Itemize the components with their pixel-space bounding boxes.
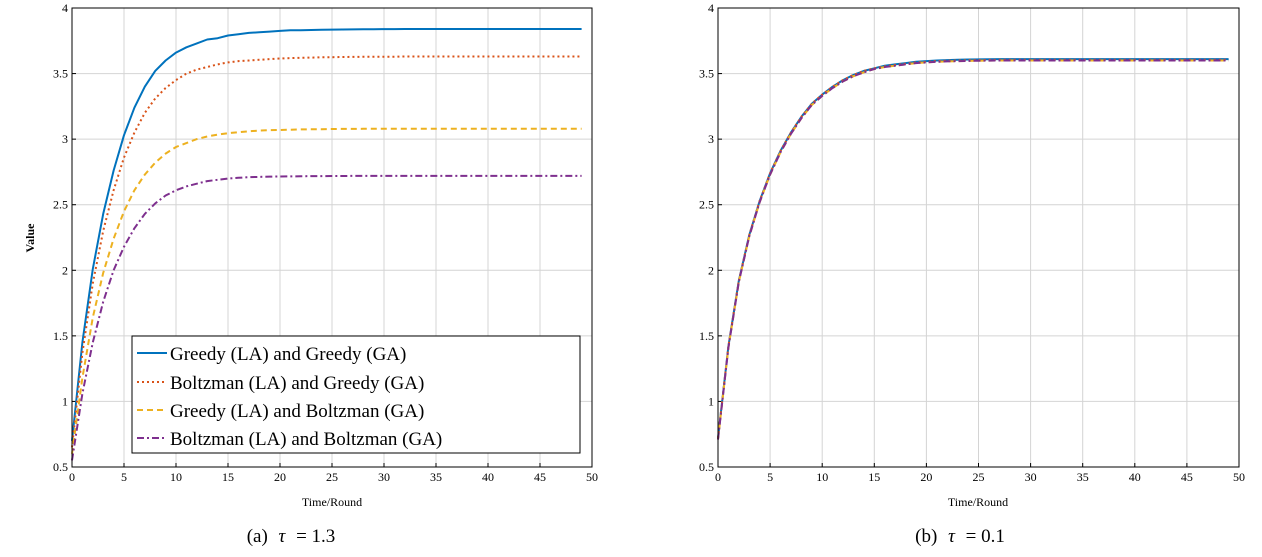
x-tick-label: 45	[534, 470, 546, 484]
series-line-4	[717, 59, 1229, 440]
legend-label: Greedy (LA) and Boltzman (GA)	[170, 401, 424, 422]
y-tick-labels: 0.5 1 1.5 2 2.5 3 3.5 4	[53, 1, 68, 474]
x-tick-label: 50	[1233, 470, 1245, 484]
gridlines	[717, 7, 1240, 468]
x-tick-label: 40	[482, 470, 494, 484]
caption-value: = 0.1	[966, 526, 1005, 547]
x-tick-label: 15	[868, 470, 880, 484]
series-line-4	[71, 174, 582, 461]
x-tick-label: 50	[586, 470, 598, 484]
x-tick-label: 40	[1129, 470, 1141, 484]
y-tick-label: 3	[708, 132, 714, 146]
y-tick-label: 2.5	[699, 198, 714, 212]
y-tick-label: 3.5	[53, 67, 68, 81]
series-group	[71, 28, 582, 461]
x-axis-label: Time/Round	[302, 495, 362, 509]
series-line-3	[71, 127, 582, 455]
x-tick-label: 5	[121, 470, 127, 484]
legend-entry: Boltzman (LA) and Boltzman (GA)	[137, 429, 442, 450]
legend-box	[131, 335, 581, 454]
y-tick-labels: 0.5 1 1.5 2 2.5 3 3.5 4	[699, 1, 714, 474]
caption-prefix: (b)	[915, 526, 937, 547]
y-tick-label: 1.5	[699, 329, 714, 343]
x-tick-label: 15	[222, 470, 234, 484]
x-tick-label: 5	[767, 470, 773, 484]
series-line-2	[717, 58, 1229, 439]
x-tick-label: 0	[69, 470, 75, 484]
chart-panel-b: 0 5 10 15 20 25 30 35 40 45 50 0.5 1 1.5 2 2.5 3 3.5 4 Ti…	[699, 1, 1245, 547]
y-tick-label: 2	[708, 263, 714, 277]
series-line-3	[717, 59, 1229, 440]
caption-b: (b) τ = 0.1	[915, 526, 1005, 547]
legend: Greedy (LA) and Greedy (GA) Boltzman (LA…	[131, 335, 581, 454]
y-axis-label: Value	[23, 223, 37, 253]
x-tick-label: 35	[430, 470, 442, 484]
caption-prefix: (a)	[247, 526, 268, 547]
y-tick-label: 1	[62, 394, 68, 408]
x-tick-label: 0	[715, 470, 721, 484]
x-tick-label: 30	[1025, 470, 1037, 484]
x-tick-label: 35	[1077, 470, 1089, 484]
legend-label: Boltzman (LA) and Greedy (GA)	[170, 373, 424, 394]
legend-label: Boltzman (LA) and Boltzman (GA)	[170, 429, 442, 450]
y-tick-label: 1.5	[53, 329, 68, 343]
y-tick-label: 2.5	[53, 198, 68, 212]
x-tick-label: 10	[816, 470, 828, 484]
legend-entry: Greedy (LA) and Greedy (GA)	[137, 344, 406, 365]
y-tick-label: 2	[62, 263, 68, 277]
series-line-1	[717, 58, 1229, 439]
legend-label: Greedy (LA) and Greedy (GA)	[170, 344, 406, 365]
caption-value: = 1.3	[296, 526, 335, 547]
y-tick-label: 3	[62, 132, 68, 146]
y-tick-label: 4	[708, 1, 714, 15]
chart-panel-a: 0 5 10 15 20 25 30 35 40 45 50 0.5 1 1.5 2 2.5 3 3.5 4 Ti…	[23, 1, 598, 547]
legend-entry: Boltzman (LA) and Greedy (GA)	[137, 373, 424, 394]
x-tick-labels: 0 5 10 15 20 25 30 35 40 45 50	[69, 470, 598, 484]
y-tick-label: 1	[708, 394, 714, 408]
x-tick-label: 25	[326, 470, 338, 484]
caption-param: τ	[948, 526, 956, 547]
plot-frame	[71, 7, 593, 468]
y-tick-label: 3.5	[699, 67, 714, 81]
series-line-1	[71, 28, 582, 441]
x-tick-label: 25	[973, 470, 985, 484]
x-tick-label: 45	[1181, 470, 1193, 484]
y-tick-label: 0.5	[53, 460, 68, 474]
series-group	[717, 58, 1229, 440]
caption-param: τ	[279, 526, 287, 547]
caption-a: (a) τ = 1.3	[247, 526, 336, 547]
x-tick-labels: 0 5 10 15 20 25 30 35 40 45 50	[715, 470, 1245, 484]
plot-frame	[717, 7, 1240, 468]
y-tick-label: 0.5	[699, 460, 714, 474]
y-tick-label: 4	[62, 1, 68, 15]
x-tick-label: 20	[274, 470, 286, 484]
legend-entry: Greedy (LA) and Boltzman (GA)	[137, 401, 424, 422]
x-axis-label: Time/Round	[948, 495, 1008, 509]
x-tick-label: 30	[378, 470, 390, 484]
x-tick-label: 20	[920, 470, 932, 484]
x-tick-label: 10	[170, 470, 182, 484]
